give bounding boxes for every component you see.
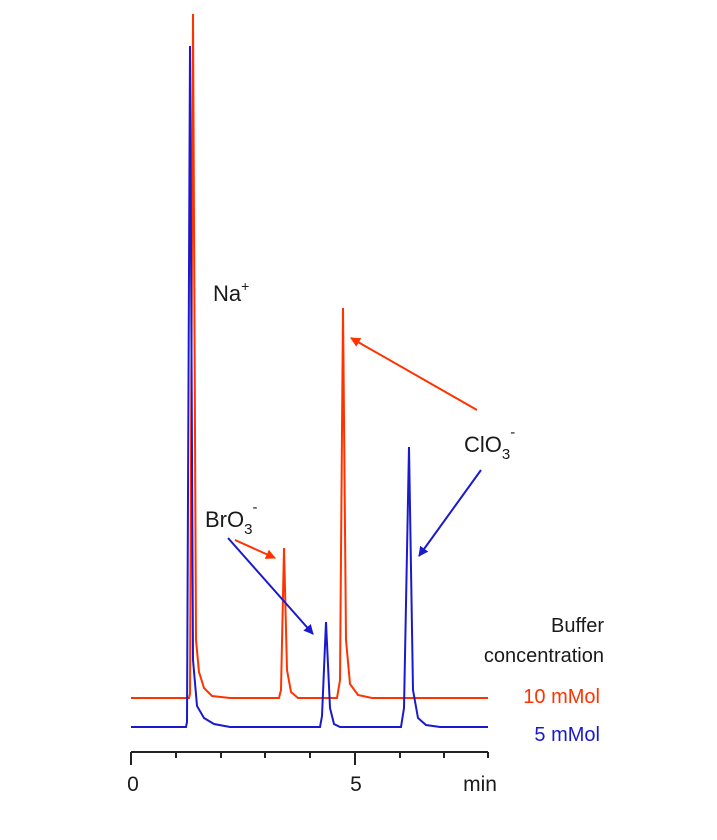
x-axis bbox=[130, 751, 489, 765]
arrow-clo3-red bbox=[350, 337, 478, 411]
trace-10-mmol bbox=[131, 13, 488, 699]
trace-5-mmol bbox=[131, 45, 488, 728]
legend-5-mmol: 5 mMol bbox=[534, 724, 600, 746]
label-na: Na+ bbox=[213, 278, 249, 306]
x-axis-unit: min bbox=[463, 773, 497, 796]
arrow-bro3-blue bbox=[227, 537, 314, 635]
label-clo3: ClO3- bbox=[464, 424, 515, 463]
label-bro3: BrO3- bbox=[205, 499, 257, 538]
legend-title-line2: concentration bbox=[484, 645, 604, 667]
x-tick-5: 5 bbox=[350, 773, 362, 796]
legend-10-mmol: 10 mMol bbox=[523, 686, 600, 708]
x-tick-0: 0 bbox=[127, 773, 139, 796]
arrow-clo3-blue bbox=[418, 469, 482, 557]
arrow-bro3-red bbox=[234, 539, 276, 559]
legend-title-line1: Buffer bbox=[551, 615, 604, 637]
